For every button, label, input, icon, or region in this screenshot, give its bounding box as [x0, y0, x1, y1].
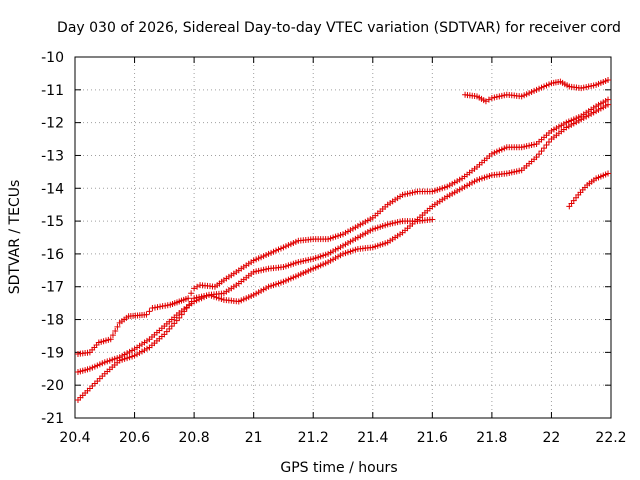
data-point-marker: [188, 298, 195, 305]
data-point-marker: [112, 328, 119, 335]
x-tick-label: 22.2: [595, 430, 626, 446]
chart-title: Day 030 of 2026, Sidereal Day-to-day VTE…: [57, 20, 621, 36]
x-tick-label: 20.8: [179, 430, 210, 446]
data-point-marker: [545, 139, 552, 146]
data-point-marker: [605, 101, 612, 108]
data-point-marker: [146, 308, 153, 315]
data-point-marker: [429, 216, 436, 223]
y-tick-label: -13: [41, 148, 64, 164]
data-point-marker: [107, 336, 114, 343]
series-track-e: [566, 170, 612, 210]
data-point-marker: [185, 295, 192, 302]
y-tick-label: -18: [41, 313, 64, 329]
x-axis-label: GPS time / hours: [280, 460, 397, 476]
series-track-a: [74, 96, 612, 358]
data-point-marker: [114, 323, 121, 330]
x-tick-label: 21.6: [417, 430, 448, 446]
series-track-d: [462, 76, 612, 105]
y-tick-label: -14: [41, 181, 64, 197]
series-track-c: [74, 101, 612, 403]
data-point-marker: [186, 301, 193, 308]
plot-frame: [74, 56, 612, 419]
y-tick-label: -21: [41, 411, 64, 427]
x-tick-label: 22: [543, 430, 561, 446]
data-point-marker: [538, 148, 545, 155]
y-tick-label: -10: [41, 50, 64, 66]
data-point-marker: [541, 145, 547, 152]
y-tick-label: -17: [41, 280, 64, 296]
y-axis-label: SDTVAR / TECUs: [7, 180, 23, 295]
data-point-marker: [188, 290, 195, 297]
data-point-marker: [533, 154, 540, 161]
data-point-marker: [605, 76, 612, 83]
y-tick-label: -19: [41, 345, 64, 361]
x-tick-labels: 20.4 20.6 20.8 21 21.2 21.4 21.6 21.8 22 22.2: [59, 430, 626, 446]
data-series: [74, 76, 612, 403]
x-tick-label: 21.8: [476, 430, 507, 446]
data-point-marker: [543, 142, 550, 149]
x-tick-label: 21.2: [298, 430, 329, 446]
y-tick-labels: -10 -11 -12 -13 -14 -15 -16 -17 -18 -19 -20 -21: [41, 50, 64, 427]
data-point-marker: [176, 314, 183, 321]
y-tick-label: -20: [41, 378, 64, 394]
data-point-marker: [183, 305, 190, 312]
data-point-marker: [109, 332, 116, 339]
y-tick-label: -15: [41, 214, 64, 230]
y-tick-label: -11: [41, 83, 64, 99]
x-tick-label: 21.4: [357, 430, 388, 446]
x-tick-label: 21: [245, 430, 263, 446]
data-point-marker: [605, 170, 612, 177]
data-point-marker: [143, 311, 150, 318]
x-tick-label: 20.4: [59, 430, 90, 446]
axis-ticks: [74, 56, 612, 419]
data-point-marker: [181, 308, 188, 315]
data-point-marker: [536, 151, 543, 158]
data-point-marker: [178, 311, 185, 318]
x-tick-label: 20.6: [119, 430, 150, 446]
y-tick-label: -12: [41, 116, 64, 132]
y-tick-label: -16: [41, 247, 64, 263]
